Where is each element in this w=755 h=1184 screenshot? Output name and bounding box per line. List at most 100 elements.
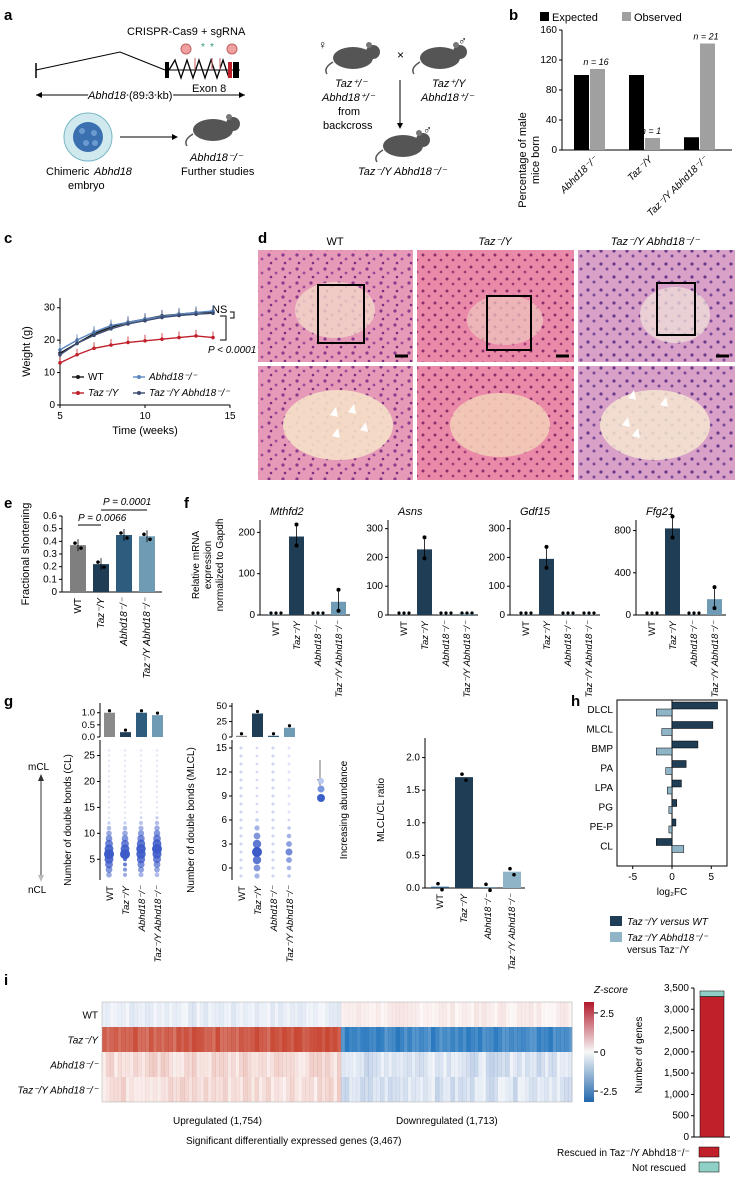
g-dots-cl-point [154, 866, 160, 873]
c-xtick-label: 15 [224, 411, 236, 422]
f-ytick-label: 0 [249, 610, 255, 621]
panel-label-b: b [509, 7, 518, 24]
i-heatmap-cell [481, 1052, 487, 1077]
i-heatmap-cell [340, 1027, 346, 1052]
b-n-label: n = 21 [693, 32, 718, 42]
i-heatmap-cell [274, 1027, 279, 1052]
i-heatmap-cell [325, 1077, 330, 1102]
i-heatmap-cell [239, 1027, 244, 1052]
e-bar [93, 564, 109, 592]
g-dots-mlcl-point [255, 778, 259, 782]
i-heatmap-cell [368, 1077, 373, 1102]
g-dots-mlcl-point [287, 762, 291, 766]
h-category-label: PG [599, 803, 614, 814]
i-heatmap-cell [258, 1027, 263, 1052]
i-heatmap-cell [368, 1002, 373, 1027]
g-dots-mlcl-point [271, 802, 275, 806]
g-dots-mlcl-point [253, 864, 261, 872]
g-dots-mlcl-point [287, 826, 291, 830]
f-point [449, 611, 453, 615]
i-heatmap-cell [391, 1002, 397, 1027]
i-heatmap-cell [423, 1027, 428, 1052]
i-heatmap-cell [442, 1052, 448, 1077]
g-dots-mlcl-point [286, 865, 292, 871]
h-bar [671, 845, 685, 853]
c-legend-label: WT [88, 372, 104, 383]
i-heatmap-cell [262, 1027, 267, 1052]
f-point [571, 611, 575, 615]
g-dots-cl-point [155, 790, 159, 794]
i-heatmap-cell [184, 1077, 189, 1102]
g-dots-cl-point [121, 839, 129, 848]
i-heatmap-cell [536, 1052, 542, 1077]
g-dots-cl-tick-label: 10 [84, 828, 96, 839]
i-heatmap-cell [133, 1027, 138, 1052]
g-dots-cl-point [107, 764, 111, 768]
g-dots-mlcl-point [254, 825, 260, 831]
i-heatmap-cell [192, 1027, 197, 1052]
female-label-4: backcross [323, 120, 373, 132]
i-heatmap-cell [493, 1002, 498, 1027]
i-heatmap-cell [474, 1077, 479, 1102]
i-heatmap-cell [532, 1077, 538, 1102]
i-heatmap-cell [243, 1052, 248, 1077]
i-heatmap-cell [348, 1077, 354, 1102]
g-dots-cl-point [107, 801, 111, 804]
b-bar-observed [645, 138, 660, 150]
g-ratio-bar [503, 871, 521, 888]
c-point [177, 313, 181, 318]
i-rescued-label: Rescued in Taz⁻/Y Abhd18⁻/⁻ [557, 1148, 690, 1159]
g-dots-mlcl-point [252, 839, 262, 849]
i-heatmap-cell [556, 1027, 561, 1052]
i-heatmap-cell [493, 1052, 498, 1077]
i-bar-tick-label: 1,500 [664, 1068, 689, 1079]
i-heatmap-cell [109, 1002, 115, 1027]
gene-name: Abhd18 [87, 90, 127, 102]
i-heatmap-cell [340, 1077, 346, 1102]
g-dots-mlcl-point [271, 786, 275, 790]
i-heatmap-cell [121, 1077, 126, 1102]
g-dots-mlcl-point [239, 786, 243, 790]
i-heatmap-cell [438, 1052, 444, 1077]
i-heatmap-cell [423, 1077, 428, 1102]
i-heatmap-cell [184, 1027, 189, 1052]
g-dots-cl-point [107, 795, 111, 799]
e-ytick-label: 0.4 [43, 536, 57, 547]
g-top-cl-point [107, 709, 112, 713]
h-xtick-label: 5 [709, 872, 715, 883]
i-heatmap-cell [235, 1002, 240, 1027]
g-dots-mlcl-point [255, 746, 259, 750]
i-heatmap-cell [497, 1002, 502, 1027]
g-cl-category-label: Taz⁻/Y Abhd18⁻/⁻ [153, 885, 164, 962]
panel-a-schematic: CRISPR-Cas9 + sgRNA * * Abhd18 (89.3 kb)… [35, 26, 475, 192]
i-heatmap-cell [450, 1027, 455, 1052]
i-heatmap-cell [297, 1027, 303, 1052]
panel-f-bar-charts: Relative mRNA expression normalized to G… [191, 506, 726, 698]
g-dots-mlcl-point [286, 841, 292, 847]
i-heatmap-cell [434, 1027, 440, 1052]
i-heatmap-cell [223, 1077, 228, 1102]
g-dots-cl-point [138, 820, 144, 825]
i-heatmap-cell [121, 1027, 126, 1052]
f-gene-title: Mthfd2 [270, 506, 304, 518]
i-heatmap-cell [501, 1027, 506, 1052]
g-dots-cl-point [123, 862, 127, 867]
g-dots-mlcl-point [271, 866, 275, 870]
i-heatmap-cell [485, 1052, 491, 1077]
g-dots-mlcl-point [239, 818, 243, 822]
i-heatmap-cell [493, 1027, 498, 1052]
i-heatmap-cell [450, 1077, 455, 1102]
i-heatmap-cell [536, 1027, 542, 1052]
f-category-label: Taz⁻/Y [292, 620, 303, 650]
g-dots-mlcl-point [287, 818, 291, 822]
i-heatmap-cell [160, 1077, 166, 1102]
i-heatmap-cell [309, 1027, 314, 1052]
g-dots-mlcl-point [239, 858, 243, 862]
i-heatmap-cell [427, 1077, 432, 1102]
g-dots-mlcl-point [271, 874, 275, 878]
i-heatmap-cell [184, 1052, 189, 1077]
g-dots-cl-point [139, 811, 143, 814]
h-bar [668, 825, 673, 834]
g-dots-mlcl-point [239, 794, 243, 798]
i-heatmap-cell [250, 1052, 256, 1077]
